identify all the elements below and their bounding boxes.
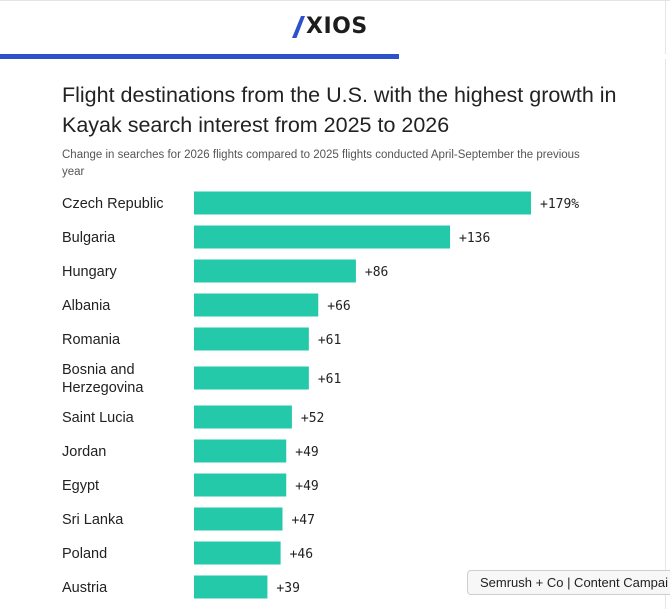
axios-logo-mark-icon xyxy=(292,16,305,38)
value-label: +39 xyxy=(276,581,299,596)
value-label: +66 xyxy=(327,299,350,314)
reading-progress-bar xyxy=(0,54,399,59)
category-label: Saint Lucia xyxy=(62,410,135,426)
value-label: +136 xyxy=(459,231,490,246)
category-label: Poland xyxy=(62,546,107,562)
category-label: Hungary xyxy=(62,264,118,280)
bar-bosnia-and-herzegovina xyxy=(194,366,309,390)
bar-sri-lanka xyxy=(194,507,283,531)
bar-poland xyxy=(194,541,281,565)
sponsor-chip[interactable]: Semrush + Co | Content Campai xyxy=(467,570,670,595)
category-label: Egypt xyxy=(62,478,99,494)
value-label: +49 xyxy=(295,479,318,494)
bar-saint-lucia xyxy=(194,405,292,429)
bar-chart: Czech Republic +179% Bulgaria +136 Hungary +8… xyxy=(62,191,579,599)
value-label: +52 xyxy=(301,411,324,426)
axios-logo-text: XIOS xyxy=(306,14,368,39)
category-label: Jordan xyxy=(62,444,106,460)
right-divider xyxy=(665,0,666,609)
bar-egypt xyxy=(194,473,287,497)
site-header: XIOS xyxy=(0,0,670,58)
bar-austria xyxy=(194,575,268,599)
category-label: Bosnia and Herzegovina xyxy=(62,362,144,396)
category-label: Bulgaria xyxy=(62,230,116,246)
bar-czech-republic xyxy=(194,191,531,215)
value-label: +179% xyxy=(540,197,579,212)
value-label: +49 xyxy=(295,445,318,460)
axios-logo[interactable]: XIOS xyxy=(292,14,368,40)
value-label: +61 xyxy=(318,333,341,348)
category-label: Albania xyxy=(62,298,111,314)
bar-albania xyxy=(194,293,319,317)
category-label: Austria xyxy=(62,580,108,596)
top-divider xyxy=(0,0,670,1)
bar-jordan xyxy=(194,439,287,463)
category-label: Romania xyxy=(62,332,121,348)
value-label: +47 xyxy=(291,513,314,528)
value-label: +86 xyxy=(365,265,388,280)
category-label: Sri Lanka xyxy=(62,512,124,528)
bar-romania xyxy=(194,327,309,351)
bar-bulgaria xyxy=(194,225,451,249)
value-label: +46 xyxy=(290,547,313,562)
bar-hungary xyxy=(194,259,356,283)
chart-title: Flight destinations from the U.S. with t… xyxy=(62,83,617,137)
category-label: Czech Republic xyxy=(62,196,164,212)
value-label: +61 xyxy=(318,372,341,387)
chart-subtitle: Change in searches for 2026 flights comp… xyxy=(62,149,580,178)
